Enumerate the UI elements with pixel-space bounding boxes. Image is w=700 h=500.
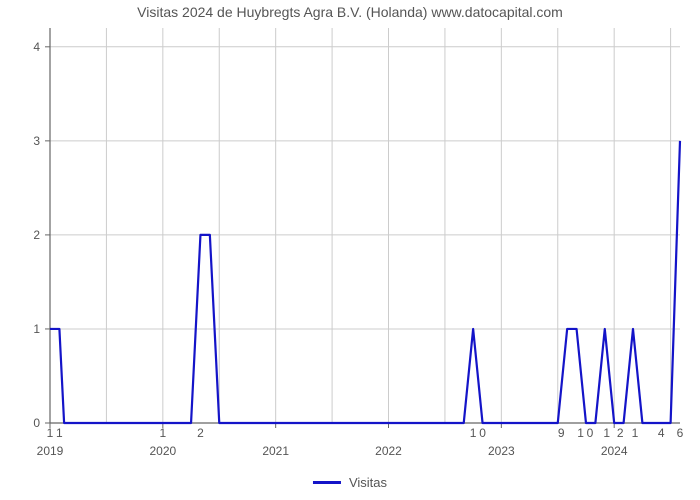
svg-text:4: 4 [658,426,665,440]
svg-text:2019: 2019 [37,444,64,458]
svg-text:1: 1 [470,426,477,440]
svg-text:0: 0 [33,416,40,430]
svg-text:3: 3 [33,134,40,148]
svg-text:2020: 2020 [149,444,176,458]
svg-text:2021: 2021 [262,444,289,458]
svg-text:2: 2 [197,426,204,440]
svg-text:1: 1 [56,426,63,440]
svg-text:1: 1 [577,426,584,440]
svg-text:1: 1 [33,322,40,336]
svg-text:0: 0 [479,426,486,440]
chart-plot: 0123420192020202120222023202411121091012… [50,28,700,463]
svg-text:0: 0 [587,426,594,440]
svg-text:1: 1 [47,426,54,440]
svg-text:2024: 2024 [601,444,628,458]
svg-text:2: 2 [33,228,40,242]
svg-text:2022: 2022 [375,444,402,458]
legend-swatch [313,481,341,484]
svg-text:4: 4 [33,40,40,54]
svg-text:2: 2 [617,426,624,440]
svg-text:6: 6 [677,426,684,440]
chart-container: Visitas 2024 de Huybregts Agra B.V. (Hol… [0,0,700,500]
svg-text:1: 1 [159,426,166,440]
svg-text:2023: 2023 [488,444,515,458]
svg-text:1: 1 [603,426,610,440]
chart-legend: Visitas [313,475,387,490]
legend-label: Visitas [349,475,387,490]
svg-text:9: 9 [558,426,565,440]
chart-title: Visitas 2024 de Huybregts Agra B.V. (Hol… [0,4,700,20]
svg-text:1: 1 [632,426,639,440]
